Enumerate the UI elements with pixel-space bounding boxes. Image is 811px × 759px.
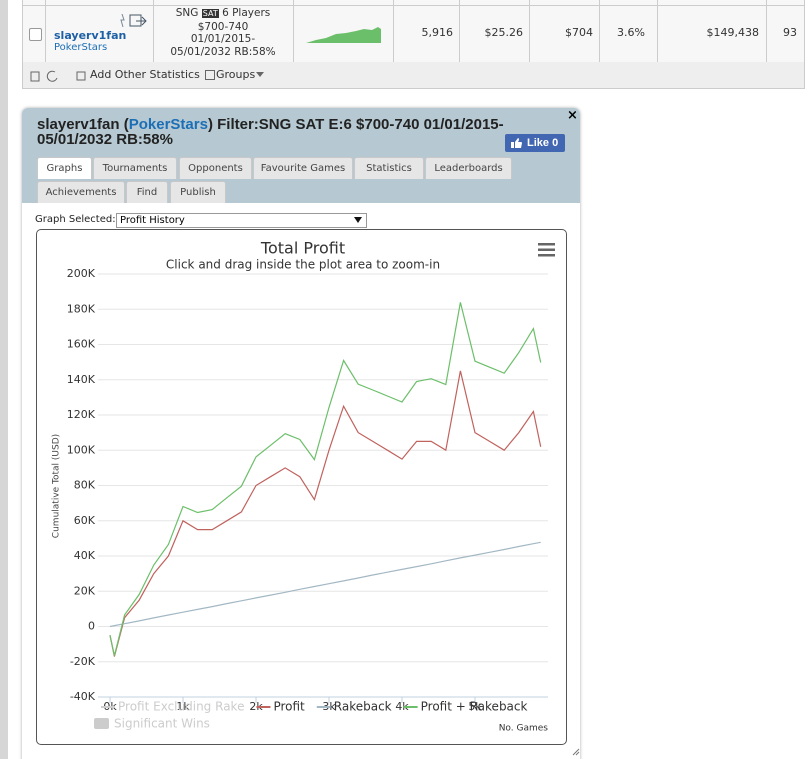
stats-table: slayerv1fan PokerStars SNG SAT 6 Players… [22, 0, 805, 63]
tab[interactable]: Opponents [179, 157, 252, 179]
tab[interactable]: Graphs [37, 157, 92, 179]
stat-games: 5,916 [421, 26, 454, 39]
legend-item[interactable]: Profit [273, 700, 305, 714]
tab[interactable]: Achievements [37, 181, 125, 203]
series-line [109, 302, 542, 656]
groups-caret [256, 72, 264, 77]
x-tick-label: 4k [395, 700, 409, 713]
sparkline [306, 27, 381, 43]
y-tick-label: 60K [74, 514, 96, 527]
graph-select-label: Graph Selected: [35, 214, 116, 225]
legend-item[interactable]: Rakeback [334, 700, 392, 714]
y-tick-label: 20K [74, 584, 96, 597]
y-tick-label: -40K [70, 690, 96, 703]
toolbar-icons[interactable] [29, 69, 93, 83]
game-date-to: 05/01/2032 RB:58% [170, 45, 276, 58]
tab[interactable]: Leaderboards [425, 157, 512, 179]
legend-symbol [94, 718, 109, 729]
series-line [109, 370, 542, 657]
graph-select[interactable]: Profit History [116, 213, 367, 228]
tab[interactable]: Statistics [354, 157, 424, 179]
groups-icon [205, 70, 215, 80]
title-player: slayerv1fan ( [37, 116, 129, 133]
y-tick-label: 120K [67, 408, 96, 421]
y-tick-label: -20K [70, 655, 96, 668]
like-button[interactable]: Like 0 [505, 134, 565, 152]
tab[interactable]: Find [126, 181, 168, 203]
x-tick-label: 2k [249, 700, 263, 713]
x-axis-label: No. Games [499, 724, 549, 734]
legend-item[interactable]: Significant Wins [114, 717, 210, 731]
chart-frame: Total Profit Click and drag inside the p… [36, 229, 567, 745]
chart-title: Total Profit [260, 239, 345, 258]
panel-title: slayerv1fan (PokerStars) Filter:SNG SAT … [37, 117, 527, 147]
resize-handle[interactable] [572, 748, 580, 756]
graph-select-value: Profit History [120, 215, 185, 226]
legend-item[interactable]: Profit Excluding Rake [118, 700, 244, 714]
player-link[interactable]: slayerv1fan [54, 29, 127, 42]
y-tick-label: 160K [67, 338, 96, 351]
game-buyin: $700-740 [197, 20, 249, 33]
like-text: Like 0 [527, 137, 559, 149]
y-tick-label: 200K [67, 267, 96, 280]
tab[interactable]: Tournaments [93, 157, 177, 179]
row-icons[interactable] [118, 12, 150, 30]
stat-profit: $149,438 [706, 26, 760, 39]
title-site[interactable]: PokerStars [128, 116, 208, 133]
stat-extra: 93 [783, 26, 797, 39]
y-tick-label: 140K [67, 373, 96, 386]
title-filter: ) Filter:SNG SAT E:6 $700-740 01/01/2015… [37, 116, 504, 148]
groups-menu[interactable]: Groups [216, 68, 256, 81]
x-tick-label: 1k [176, 700, 190, 713]
y-tick-label: 80K [74, 479, 96, 492]
y-tick-label: 40K [74, 549, 96, 562]
y-tick-label: 180K [67, 302, 96, 315]
tab[interactable]: Publish [170, 181, 226, 203]
series-line [109, 541, 541, 628]
legend-item[interactable]: Profit + Rakeback [421, 700, 528, 714]
stat-roi: 3.6% [617, 26, 645, 39]
side-strip [0, 0, 8, 759]
chart-subtitle: Click and drag inside the plot area to z… [166, 258, 440, 272]
tab[interactable]: Favourite Games [253, 157, 353, 179]
game-cell: SNG SAT 6 Players $700-740 01/01/2015- 0… [153, 7, 293, 58]
row-checkbox[interactable] [29, 28, 42, 41]
add-statistics[interactable]: Add Other Statistics [90, 68, 200, 81]
site-link[interactable]: PokerStars [54, 42, 108, 53]
y-axis-label: Cumulative Total (USD) [52, 434, 62, 538]
y-tick-label: 100K [67, 443, 96, 456]
close-button[interactable]: × [567, 108, 578, 123]
player-panel: × slayerv1fan (PokerStars) Filter:SNG SA… [22, 108, 580, 759]
game-players: 6 Players [222, 7, 271, 19]
chart: Total Profit Click and drag inside the p… [52, 239, 555, 734]
game-type: SNG [175, 7, 199, 19]
stat-avg-profit: $25.26 [484, 26, 524, 39]
x-tick-label: 5k [468, 700, 482, 713]
toolbar: Add Other Statistics Groups [22, 62, 805, 89]
game-date-from: 01/01/2015- [190, 33, 256, 45]
sat-badge: SAT [201, 9, 219, 18]
y-tick-label: 0 [88, 620, 95, 633]
menu-button[interactable] [538, 243, 555, 257]
stat-avg-stake: $704 [565, 26, 593, 39]
